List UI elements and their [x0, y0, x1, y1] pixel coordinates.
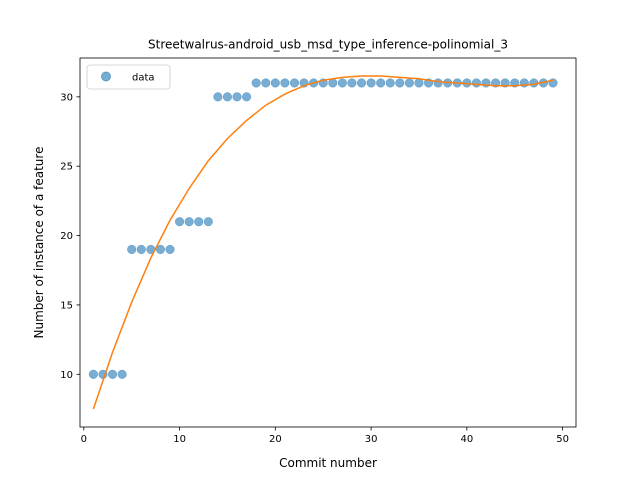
x-tick-label: 50: [556, 434, 569, 445]
x-tick-label: 40: [460, 434, 473, 445]
data-point: [337, 78, 347, 88]
data-point: [184, 217, 194, 227]
fit-line: [92, 75, 554, 410]
data-point: [194, 217, 204, 227]
y-tick-label: 10: [60, 370, 73, 381]
data-point: [433, 78, 443, 88]
y-tick-label: 15: [60, 300, 73, 311]
data-point: [376, 78, 386, 88]
data-point: [88, 369, 98, 379]
data-point: [289, 78, 300, 88]
data-point: [232, 92, 242, 102]
data-point: [385, 78, 395, 88]
data-point: [404, 78, 414, 88]
data-point: [242, 92, 252, 102]
data-point: [136, 244, 146, 254]
axes-frame: [79, 57, 577, 428]
y-axis-title: Number of instance of a feature: [32, 147, 46, 339]
data-point: [213, 92, 223, 102]
chart-title: Streetwalrus-android_usb_msd_type_infere…: [148, 38, 508, 52]
plot-area: [88, 75, 558, 410]
x-tick-label: 20: [269, 434, 282, 445]
data-point: [270, 78, 280, 88]
y-tick-label: 20: [60, 231, 73, 242]
x-tick-label: 10: [173, 434, 186, 445]
data-point: [529, 78, 539, 88]
data-point: [165, 244, 175, 254]
legend-frame: [86, 64, 171, 90]
legend: data: [86, 64, 171, 90]
y-tick-label: 30: [60, 92, 73, 103]
data-point: [471, 78, 481, 88]
data-point: [395, 78, 405, 88]
legend-label-data: data: [132, 73, 155, 84]
data-point: [548, 78, 558, 88]
x-tick-label: 0: [81, 434, 87, 445]
data-point: [155, 244, 165, 254]
data-point: [127, 244, 137, 254]
data-point: [356, 78, 367, 88]
axes: 0 10 20 30 40 50 10 15 20 25 30: [60, 57, 577, 445]
data-point: [261, 78, 271, 88]
data-point: [117, 369, 127, 379]
data-point: [108, 369, 118, 379]
data-point: [347, 78, 357, 88]
y-tick-label: 25: [60, 162, 73, 173]
data-point: [175, 217, 185, 227]
data-point: [222, 92, 233, 102]
legend-marker-data: [101, 71, 111, 82]
data-point: [203, 217, 213, 227]
data-point: [366, 78, 376, 88]
data-point: [251, 78, 261, 88]
x-axis-title: Commit number: [279, 456, 377, 470]
data-point: [280, 78, 290, 88]
x-tick-label: 30: [365, 434, 378, 445]
